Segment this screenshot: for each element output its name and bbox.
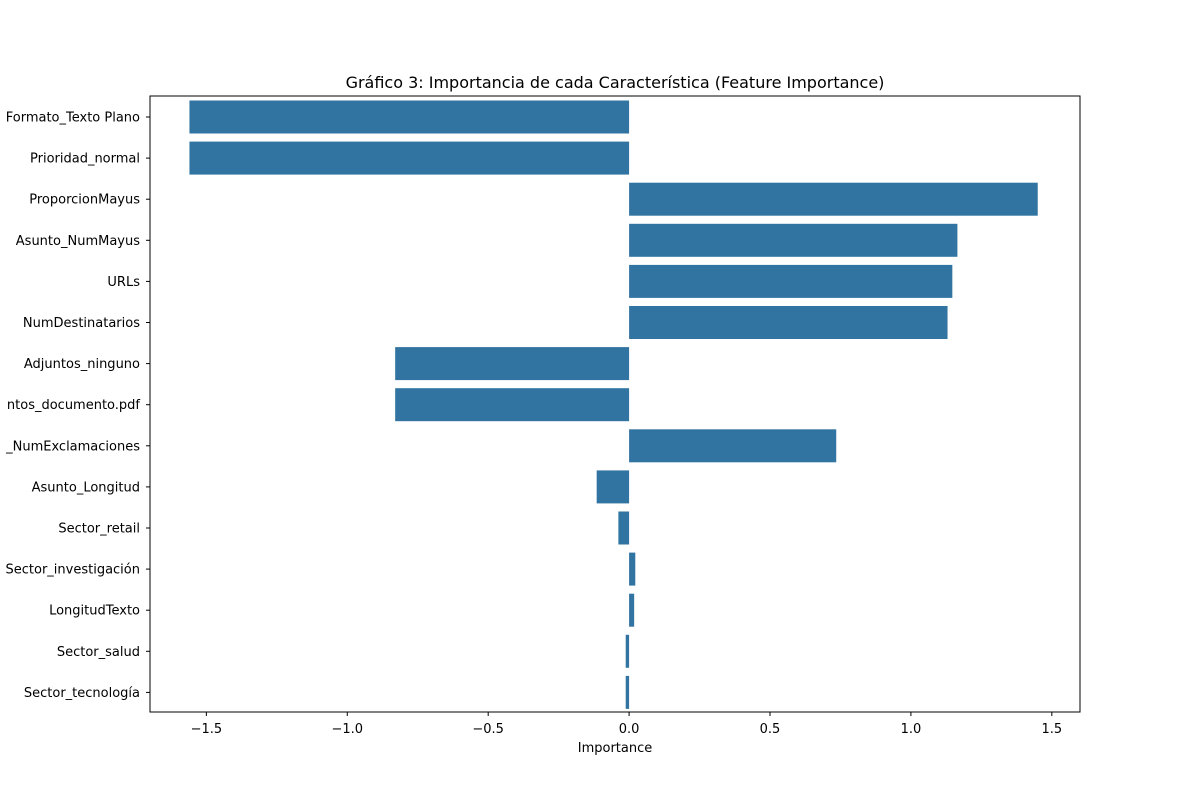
x-tick-label: 1.0 [901, 722, 922, 737]
y-tick-label: ntos_documento.pdf [7, 398, 141, 413]
chart-title: Gráfico 3: Importancia de cada Caracterí… [346, 73, 885, 92]
bar-3 [629, 223, 958, 257]
bar-9 [596, 470, 630, 504]
bar-1 [189, 141, 630, 175]
y-tick-label: NumDestinatarios [23, 316, 140, 331]
bar-11 [629, 552, 636, 586]
y-tick-label: URLs [107, 275, 140, 290]
x-tick-label: 0.0 [619, 722, 640, 737]
y-tick-label: Asunto_NumMayus [16, 234, 140, 249]
bar-13 [625, 634, 630, 668]
x-tick-label: 1.5 [1041, 722, 1062, 737]
bar-10 [618, 511, 630, 545]
y-tick-label: Sector_salud [57, 645, 140, 660]
bar-4 [629, 264, 953, 298]
bar-6 [395, 347, 630, 381]
y-tick-label: Sector_tecnología [24, 686, 140, 701]
bar-14 [625, 675, 630, 709]
x-tick-label: 0.5 [760, 722, 781, 737]
bar-12 [629, 593, 635, 627]
plot-frame [149, 95, 1081, 713]
bars-layer [189, 100, 1038, 709]
x-tick-label: −1.5 [191, 722, 223, 737]
x-tick-label: −0.5 [472, 722, 504, 737]
y-axis: Formato_Texto Plano Prioridad_normal Propo… [5, 111, 150, 701]
bar-8 [629, 429, 837, 463]
bar-0 [189, 100, 630, 134]
y-tick-label: _NumExclamaciones [5, 439, 140, 454]
y-tick-label: Adjuntos_ninguno [24, 357, 140, 372]
x-axis: −1.5 −1.0 −0.5 0.0 0.5 1.0 1.5 [191, 712, 1062, 737]
y-tick-label: Asunto_Longitud [32, 480, 140, 495]
y-tick-label: Formato_Texto Plano [6, 111, 140, 126]
x-axis-label: Importance [578, 741, 653, 756]
y-tick-label: Sector_investigación [6, 563, 141, 578]
y-tick-label: ProporcionMayus [29, 193, 140, 208]
x-tick-label: −1.0 [331, 722, 363, 737]
y-tick-label: LongitudTexto [49, 604, 140, 619]
y-tick-label: Sector_retail [58, 522, 140, 537]
bar-2 [629, 182, 1038, 216]
bar-7 [395, 388, 630, 422]
y-tick-label: Prioridad_normal [30, 152, 140, 167]
bar-5 [629, 306, 948, 339]
